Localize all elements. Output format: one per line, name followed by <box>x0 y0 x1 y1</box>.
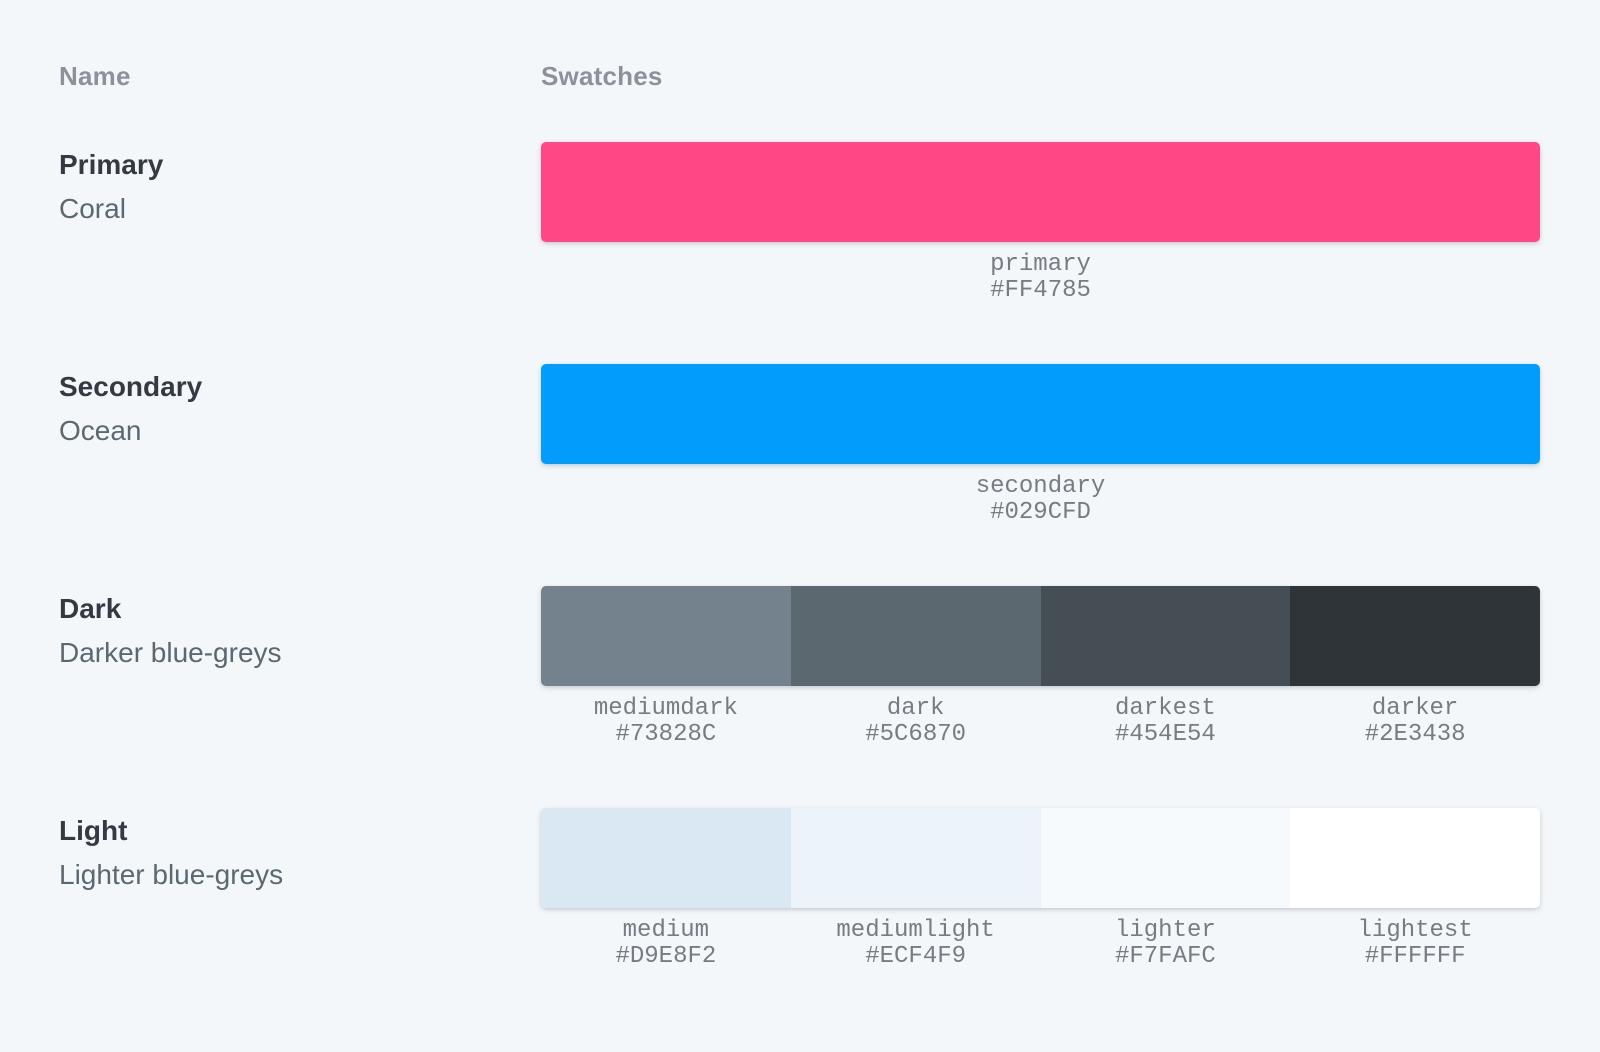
palette-row-subtitle: Lighter blue-greys <box>59 859 284 890</box>
swatches-column-header: Swatches <box>541 61 663 91</box>
swatch-name: dark <box>886 695 945 722</box>
color-swatch-darkest <box>1040 586 1291 686</box>
swatch-name: lighter <box>1114 917 1216 944</box>
color-swatch-secondary <box>541 364 1540 464</box>
swatch-label-secondary: secondary #029CFD <box>541 474 1540 526</box>
color-palette-page: Name Swatches Primary Coral primary #FF47… <box>59 60 1540 970</box>
palette-row-swatches: secondary #029CFD <box>541 364 1540 526</box>
swatch-hex-value: #F7FAFC <box>1114 943 1216 970</box>
swatch-hex-value: #5C6870 <box>865 721 967 748</box>
palette-row: Primary Coral primary #FF4785 <box>59 142 1540 304</box>
palette-row: Dark Darker blue-greys mediumdark #73828C… <box>59 586 1540 748</box>
swatch-labels: primary #FF4785 <box>541 252 1540 304</box>
swatch-labels: secondary #029CFD <box>541 474 1540 526</box>
swatch-hex-value: #ECF4F9 <box>865 943 967 970</box>
swatch-name: darkest <box>1114 695 1216 722</box>
swatch-labels: medium #D9E8F2 mediumlight #ECF4F9 lighter #F… <box>541 918 1540 970</box>
swatch-name: mediumlight <box>836 917 995 944</box>
palette-row-title: Primary <box>59 149 164 180</box>
palette-row-swatches: mediumdark #73828C dark #5C6870 darkest #454E… <box>541 586 1540 748</box>
palette-row-subtitle: Ocean <box>59 415 142 446</box>
palette-row-subtitle: Darker blue-greys <box>59 637 282 668</box>
swatch-bar <box>541 142 1540 242</box>
color-swatch-primary <box>541 142 1540 242</box>
palette-rows: Primary Coral primary #FF4785 Secondary O… <box>59 142 1540 970</box>
swatch-label-mediumdark: mediumdark #73828C <box>541 696 791 748</box>
swatch-hex-value: #73828C <box>615 721 717 748</box>
palette-row-swatches: medium #D9E8F2 mediumlight #ECF4F9 lighter #F… <box>541 808 1540 970</box>
palette-row-meta: Primary Coral <box>59 142 541 304</box>
swatch-name: darker <box>1371 695 1459 722</box>
color-swatch-mediumdark <box>541 586 791 686</box>
swatch-name: secondary <box>975 473 1106 500</box>
swatch-name: lightest <box>1357 917 1473 944</box>
swatch-label-darker: darker #2E3438 <box>1290 696 1540 748</box>
swatch-name: medium <box>622 917 710 944</box>
palette-row-subtitle: Coral <box>59 193 126 224</box>
color-swatch-mediumlight <box>790 808 1041 908</box>
swatch-hex-value: #FF4785 <box>990 277 1091 304</box>
swatch-hex-value: #454E54 <box>1114 721 1216 748</box>
palette-row-title: Light <box>59 815 128 846</box>
palette-row-meta: Secondary Ocean <box>59 364 541 526</box>
swatch-label-dark: dark #5C6870 <box>791 696 1041 748</box>
swatch-label-lighter: lighter #F7FAFC <box>1041 918 1291 970</box>
swatch-label-mediumlight: mediumlight #ECF4F9 <box>791 918 1041 970</box>
swatch-name: primary <box>990 251 1091 278</box>
swatch-labels: mediumdark #73828C dark #5C6870 darkest #454E… <box>541 696 1540 748</box>
swatch-bar <box>541 586 1540 686</box>
name-column-header: Name <box>59 61 131 91</box>
swatch-label-primary: primary #FF4785 <box>541 252 1540 304</box>
swatch-hex-value: #2E3438 <box>1364 721 1466 748</box>
palette-row-meta: Light Lighter blue-greys <box>59 808 541 970</box>
swatch-name: mediumdark <box>593 695 738 722</box>
palette-row-title: Secondary <box>59 371 203 402</box>
swatch-hex-value: #029CFD <box>990 499 1091 526</box>
palette-row: Secondary Ocean secondary #029CFD <box>59 364 1540 526</box>
swatch-bar <box>541 808 1540 908</box>
column-headers: Name Swatches <box>59 60 1540 97</box>
swatch-bar <box>541 364 1540 464</box>
swatch-label-medium: medium #D9E8F2 <box>541 918 791 970</box>
swatch-hex-value: #D9E8F2 <box>615 943 717 970</box>
color-swatch-dark <box>790 586 1041 686</box>
palette-row-title: Dark <box>59 593 122 624</box>
swatch-label-lightest: lightest #FFFFFF <box>1290 918 1540 970</box>
swatch-hex-value: #FFFFFF <box>1364 943 1466 970</box>
color-swatch-darker <box>1290 586 1540 686</box>
palette-row-meta: Dark Darker blue-greys <box>59 586 541 748</box>
swatch-label-darkest: darkest #454E54 <box>1041 696 1291 748</box>
color-swatch-lighter <box>1040 808 1291 908</box>
palette-row: Light Lighter blue-greys medium #D9E8F2 me… <box>59 808 1540 970</box>
color-swatch-medium <box>541 808 791 908</box>
color-swatch-lightest <box>1290 808 1540 908</box>
palette-row-swatches: primary #FF4785 <box>541 142 1540 304</box>
